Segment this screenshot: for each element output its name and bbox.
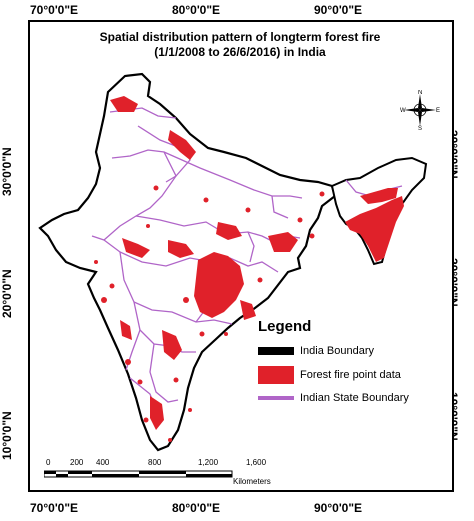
legend-item-state-boundary: Indian State Boundary [258, 392, 409, 404]
compass-n: N [418, 90, 422, 96]
scale-tick-1200: 1,200 [198, 458, 219, 467]
scale-tick-1600: 1,600 [246, 458, 267, 467]
legend-title: Legend [258, 318, 312, 335]
longitude-label-70-bottom: 70°0'0"E [30, 501, 79, 515]
longitude-label-80-bottom: 80°0'0"E [172, 501, 221, 515]
scale-tick-800: 800 [148, 458, 162, 467]
scale-tick-400: 400 [96, 458, 110, 467]
legend: Legend India Boundary Forest fire point … [258, 318, 448, 404]
longitude-label-90-top: 90°0'0"E [314, 3, 363, 17]
compass-s: S [418, 126, 422, 130]
map-title-line1: Spatial distribution pattern of longterm… [99, 30, 381, 44]
scale-unit-label: Kilometers [233, 477, 271, 486]
compass-e: E [436, 108, 440, 114]
legend-label-india-boundary: India Boundary [300, 345, 374, 357]
legend-item-forest-fire: Forest fire point data [258, 366, 401, 384]
longitude-label-70-top: 70°0'0"E [30, 3, 79, 17]
longitude-label-80-top: 80°0'0"E [172, 3, 221, 17]
legend-label-forest-fire: Forest fire point data [300, 369, 401, 381]
legend-item-india-boundary: India Boundary [258, 345, 374, 357]
compass-rose-icon: N S W E [400, 90, 440, 130]
scale-tick-200: 200 [70, 458, 84, 467]
scale-tick-0: 0 [46, 458, 51, 467]
longitude-label-90-bottom: 90°0'0"E [314, 501, 363, 515]
india-boundary [38, 72, 337, 452]
scale-bar [44, 470, 233, 478]
scale-tick-labels: 0 200 400 800 1,200 1,600 [44, 458, 284, 468]
state-boundary-swatch-icon [258, 396, 294, 400]
india-boundary-swatch-icon [258, 347, 294, 355]
legend-label-state-boundary: Indian State Boundary [300, 392, 409, 404]
map-title-line2: (1/1/2008 to 26/6/2016) in India [154, 45, 326, 59]
map-title: Spatial distribution pattern of longterm… [40, 30, 440, 60]
forest-fire-points [94, 96, 404, 442]
forest-fire-swatch-icon [258, 366, 294, 384]
compass-w: W [400, 108, 406, 114]
